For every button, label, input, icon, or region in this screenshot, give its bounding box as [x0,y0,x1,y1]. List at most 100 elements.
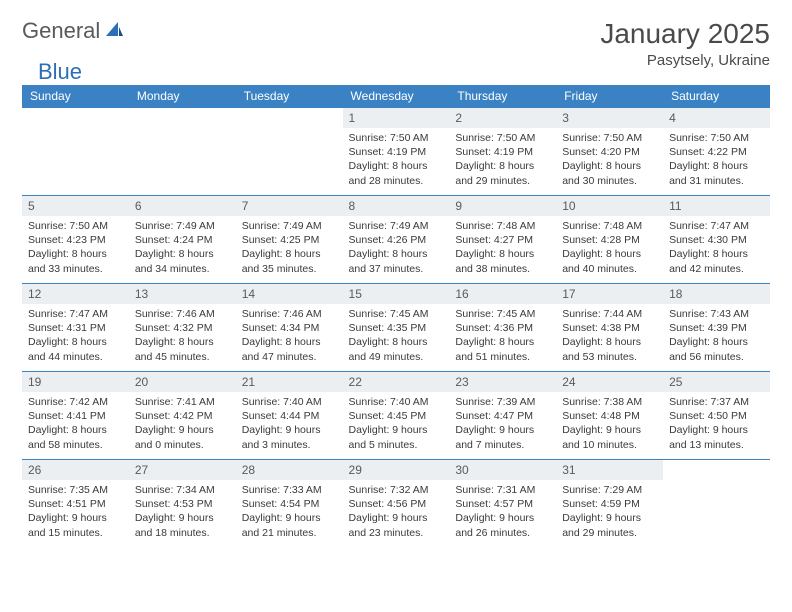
daylight-text-2: and 56 minutes. [669,350,764,364]
sunset-text: Sunset: 4:27 PM [455,233,550,247]
sunrise-text: Sunrise: 7:50 AM [28,219,123,233]
calendar-day-cell: 26Sunrise: 7:35 AMSunset: 4:51 PMDayligh… [22,460,129,548]
daylight-text-2: and 47 minutes. [242,350,337,364]
daylight-text-1: Daylight: 8 hours [135,335,230,349]
daylight-text-1: Daylight: 9 hours [135,511,230,525]
sunset-text: Sunset: 4:42 PM [135,409,230,423]
day-header: Monday [129,85,236,108]
day-number: 24 [556,372,663,392]
calendar-body: 1Sunrise: 7:50 AMSunset: 4:19 PMDaylight… [22,108,770,548]
daylight-text-2: and 34 minutes. [135,262,230,276]
sunset-text: Sunset: 4:22 PM [669,145,764,159]
daylight-text-2: and 53 minutes. [562,350,657,364]
daylight-text-1: Daylight: 8 hours [669,247,764,261]
day-details: Sunrise: 7:50 AMSunset: 4:20 PMDaylight:… [556,128,663,192]
location-subtitle: Pasytsely, Ukraine [600,52,770,69]
calendar-day-cell: 27Sunrise: 7:34 AMSunset: 4:53 PMDayligh… [129,460,236,548]
sunrise-text: Sunrise: 7:48 AM [455,219,550,233]
daylight-text-2: and 23 minutes. [349,526,444,540]
day-header: Thursday [449,85,556,108]
day-number: 27 [129,460,236,480]
sunset-text: Sunset: 4:19 PM [349,145,444,159]
day-number: 17 [556,284,663,304]
daylight-text-2: and 0 minutes. [135,438,230,452]
calendar-week-row: 19Sunrise: 7:42 AMSunset: 4:41 PMDayligh… [22,372,770,460]
day-details: Sunrise: 7:34 AMSunset: 4:53 PMDaylight:… [129,480,236,544]
daylight-text-2: and 42 minutes. [669,262,764,276]
calendar-day-cell: 23Sunrise: 7:39 AMSunset: 4:47 PMDayligh… [449,372,556,460]
day-details: Sunrise: 7:41 AMSunset: 4:42 PMDaylight:… [129,392,236,456]
day-number: 22 [343,372,450,392]
daylight-text-2: and 51 minutes. [455,350,550,364]
daylight-text-1: Daylight: 9 hours [562,423,657,437]
calendar-day-cell: 19Sunrise: 7:42 AMSunset: 4:41 PMDayligh… [22,372,129,460]
sail-icon [104,20,124,43]
sunrise-text: Sunrise: 7:39 AM [455,395,550,409]
sunset-text: Sunset: 4:41 PM [28,409,123,423]
day-details: Sunrise: 7:45 AMSunset: 4:36 PMDaylight:… [449,304,556,368]
day-header: Sunday [22,85,129,108]
day-details: Sunrise: 7:49 AMSunset: 4:24 PMDaylight:… [129,216,236,280]
day-details: Sunrise: 7:48 AMSunset: 4:27 PMDaylight:… [449,216,556,280]
sunset-text: Sunset: 4:30 PM [669,233,764,247]
day-details: Sunrise: 7:50 AMSunset: 4:19 PMDaylight:… [343,128,450,192]
sunrise-text: Sunrise: 7:37 AM [669,395,764,409]
sunrise-text: Sunrise: 7:49 AM [349,219,444,233]
daylight-text-2: and 10 minutes. [562,438,657,452]
calendar-day-cell: 31Sunrise: 7:29 AMSunset: 4:59 PMDayligh… [556,460,663,548]
calendar-day-cell: 9Sunrise: 7:48 AMSunset: 4:27 PMDaylight… [449,196,556,284]
calendar-day-cell: 7Sunrise: 7:49 AMSunset: 4:25 PMDaylight… [236,196,343,284]
daylight-text-2: and 38 minutes. [455,262,550,276]
daylight-text-1: Daylight: 8 hours [562,335,657,349]
day-number: 23 [449,372,556,392]
calendar-day-cell: 2Sunrise: 7:50 AMSunset: 4:19 PMDaylight… [449,108,556,196]
sunrise-text: Sunrise: 7:50 AM [349,131,444,145]
sunset-text: Sunset: 4:39 PM [669,321,764,335]
day-details: Sunrise: 7:45 AMSunset: 4:35 PMDaylight:… [343,304,450,368]
daylight-text-1: Daylight: 8 hours [455,159,550,173]
calendar-day-cell: 28Sunrise: 7:33 AMSunset: 4:54 PMDayligh… [236,460,343,548]
sunrise-text: Sunrise: 7:43 AM [669,307,764,321]
daylight-text-2: and 29 minutes. [455,174,550,188]
day-details: Sunrise: 7:32 AMSunset: 4:56 PMDaylight:… [343,480,450,544]
day-details: Sunrise: 7:33 AMSunset: 4:54 PMDaylight:… [236,480,343,544]
day-number: 13 [129,284,236,304]
daylight-text-1: Daylight: 8 hours [669,159,764,173]
daylight-text-1: Daylight: 8 hours [562,159,657,173]
calendar-day-cell: 25Sunrise: 7:37 AMSunset: 4:50 PMDayligh… [663,372,770,460]
sunset-text: Sunset: 4:24 PM [135,233,230,247]
daylight-text-1: Daylight: 9 hours [349,511,444,525]
sunrise-text: Sunrise: 7:41 AM [135,395,230,409]
sunset-text: Sunset: 4:25 PM [242,233,337,247]
sunset-text: Sunset: 4:23 PM [28,233,123,247]
calendar-day-cell: 17Sunrise: 7:44 AMSunset: 4:38 PMDayligh… [556,284,663,372]
daylight-text-2: and 18 minutes. [135,526,230,540]
daylight-text-2: and 21 minutes. [242,526,337,540]
day-number: 3 [556,108,663,128]
calendar-day-cell: 11Sunrise: 7:47 AMSunset: 4:30 PMDayligh… [663,196,770,284]
calendar-week-row: 5 Sunrise: 7:50 AMSunset: 4:23 PM Daylight… [22,196,770,284]
sunrise-text: Sunrise: 7:50 AM [562,131,657,145]
day-details: Sunrise: 7:47 AMSunset: 4:31 PMDaylight:… [22,304,129,368]
page-title: January 2025 [600,18,770,50]
daylight-text-2: and 33 minutes. [28,262,123,276]
daylight-text-1: Daylight: 8 hours [669,335,764,349]
day-number: 30 [449,460,556,480]
daylight-text-2: and 7 minutes. [455,438,550,452]
day-number: 10 [556,196,663,216]
day-number: 5 [22,196,129,216]
daylight-text-2: and 28 minutes. [349,174,444,188]
sunrise-text: Sunrise: 7:49 AM [242,219,337,233]
sunrise-text: Sunrise: 7:44 AM [562,307,657,321]
calendar-week-row: 12Sunrise: 7:47 AMSunset: 4:31 PMDayligh… [22,284,770,372]
day-details: Sunrise: 7:42 AMSunset: 4:41 PMDaylight:… [22,392,129,456]
day-details: Sunrise: 7:40 AMSunset: 4:44 PMDaylight:… [236,392,343,456]
daylight-text-1: Daylight: 9 hours [455,511,550,525]
sunrise-text: Sunrise: 7:50 AM [455,131,550,145]
day-details: Sunrise: 7:48 AMSunset: 4:28 PMDaylight:… [556,216,663,280]
calendar-empty-cell [236,108,343,196]
daylight-text-2: and 37 minutes. [349,262,444,276]
sunrise-text: Sunrise: 7:29 AM [562,483,657,497]
sunset-text: Sunset: 4:54 PM [242,497,337,511]
sunrise-text: Sunrise: 7:32 AM [349,483,444,497]
